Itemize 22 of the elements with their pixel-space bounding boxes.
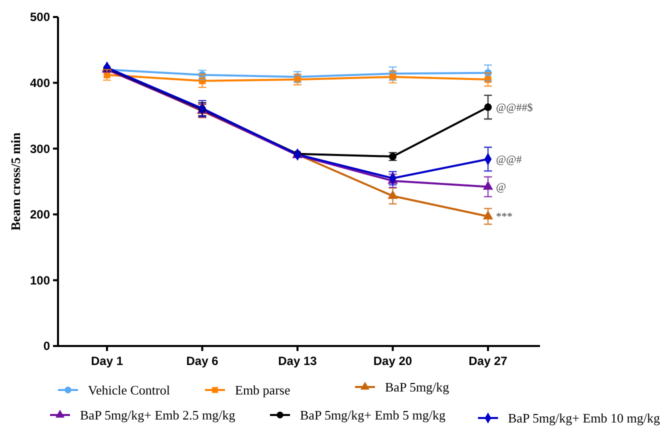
annotation: @@# — [496, 154, 522, 166]
x-tick-label: Day 1 — [90, 354, 124, 368]
annotation: @@##$ — [496, 102, 534, 114]
x-tick-label: Day 27 — [468, 354, 508, 368]
y-tick-label: 200 — [30, 208, 50, 222]
y-tick-label: 500 — [30, 10, 50, 24]
x-tick-label: Day 6 — [186, 354, 219, 368]
annotation: *** — [496, 211, 512, 224]
x-tick-label: Day 13 — [278, 354, 318, 368]
y-tick-label: 100 — [30, 273, 50, 288]
legend-label: BaP 5mg/kg+ Emb 10 mg/kg — [508, 410, 661, 426]
y-axis-title: Beam cross/5 min — [8, 132, 23, 230]
y-tick-label: 400 — [30, 76, 50, 90]
x-tick-label: Day 20 — [373, 354, 412, 368]
legend-label: BaP 5mg/kg+ Emb 5 mg/kg — [300, 408, 446, 423]
y-tick-label: 300 — [30, 142, 50, 156]
annotation: @ — [496, 182, 506, 194]
legend-label: BaP 5mg/kg — [385, 380, 450, 395]
legend-label: BaP 5mg/kg+ Emb 2.5 mg/kg — [80, 408, 236, 423]
y-tick-label: 0 — [43, 339, 50, 354]
legend-label: Emb parse — [235, 382, 290, 398]
legend-label: Vehicle Control — [88, 382, 170, 398]
